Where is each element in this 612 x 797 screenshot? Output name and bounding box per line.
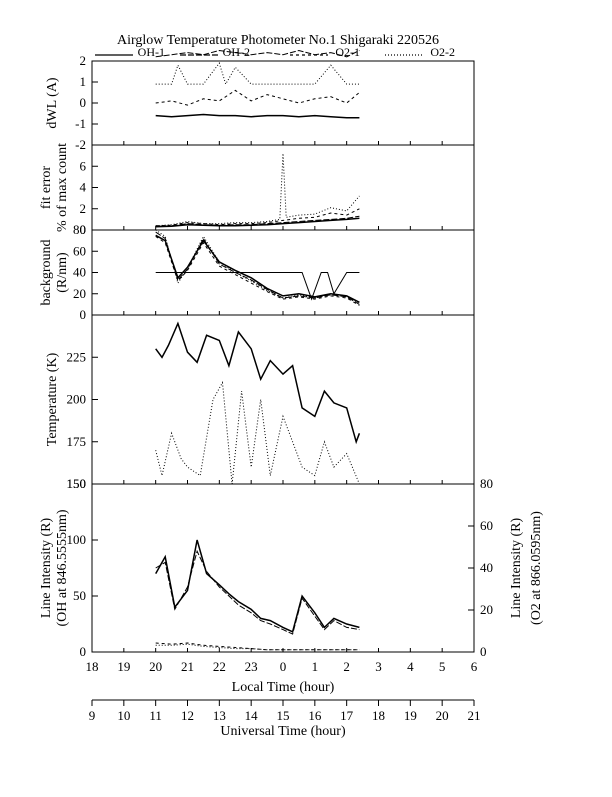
xtick-local-4: 22 bbox=[213, 659, 226, 674]
xtick-ut-8: 17 bbox=[340, 708, 354, 723]
series-temperature-o2-2 bbox=[155, 380, 360, 485]
ytick-right-4: 0 bbox=[480, 644, 487, 659]
ylabel-temperature: Temperature (K) bbox=[45, 352, 60, 446]
series-dwl-oh-2 bbox=[155, 49, 360, 58]
legend-label-oh-1: OH-1 bbox=[138, 45, 165, 59]
xtick-ut-10: 19 bbox=[404, 708, 417, 723]
series-background-oh-2 bbox=[155, 231, 360, 305]
legend-label-o2-2: O2-2 bbox=[430, 45, 455, 59]
ytick-dwl-2: 0 bbox=[80, 95, 87, 110]
series-intensity-oh-2 bbox=[155, 549, 360, 635]
ytick-fit_error-1: 4 bbox=[80, 180, 87, 195]
ytick-background-4: 0 bbox=[80, 307, 87, 322]
series-dwl-o2-1 bbox=[155, 89, 360, 106]
xlabel-ut: Universal Time (hour) bbox=[220, 724, 346, 739]
ylabel-background: background bbox=[39, 239, 54, 305]
xtick-ut-4: 13 bbox=[213, 708, 226, 723]
ytick-right-2: 40 bbox=[480, 560, 493, 575]
series-intensity-o2-2 bbox=[155, 643, 360, 651]
ylabel-dwl: dWL (A) bbox=[45, 77, 60, 129]
ytick-background-3: 20 bbox=[73, 286, 86, 301]
series-background-step bbox=[155, 272, 360, 301]
ytick-dwl-3: -1 bbox=[75, 116, 86, 131]
xtick-ut-5: 14 bbox=[245, 708, 259, 723]
ytick-dwl-0: 2 bbox=[80, 53, 87, 68]
xtick-local-5: 23 bbox=[245, 659, 258, 674]
series-dwl-oh-1 bbox=[155, 113, 360, 119]
ytick-right-0: 80 bbox=[480, 476, 493, 491]
ylabel2-background: (R/nm) bbox=[55, 252, 70, 293]
series-fit_error-o2-1 bbox=[155, 208, 360, 227]
series-fit_error-oh-1 bbox=[155, 217, 360, 228]
xtick-ut-2: 11 bbox=[149, 708, 162, 723]
panel-frame-temperature bbox=[91, 314, 475, 485]
ytick-temperature-1: 200 bbox=[67, 392, 87, 407]
xtick-local-2: 20 bbox=[149, 659, 162, 674]
ytick-fit_error-3: 0 bbox=[80, 222, 87, 237]
ylabel2-intensity: (OH at 846.5555nm) bbox=[55, 509, 70, 626]
xtick-ut-9: 18 bbox=[372, 708, 385, 723]
ylabel-right-intensity: Line Intensity (R) bbox=[509, 518, 524, 619]
ylabel2-fit_error: % of max count bbox=[55, 143, 70, 232]
xtick-ut-6: 15 bbox=[277, 708, 290, 723]
xtick-ut-1: 10 bbox=[117, 708, 130, 723]
ytick-dwl-4: -2 bbox=[75, 137, 86, 152]
series-dwl-o2-2 bbox=[155, 62, 360, 86]
xtick-ut-0: 9 bbox=[89, 708, 96, 723]
ylabel-right2-intensity: (O2 at 866.0595nm) bbox=[529, 511, 544, 625]
ytick-temperature-3: 150 bbox=[67, 476, 87, 491]
series-temperature-oh-1 bbox=[155, 321, 361, 445]
series-fit_error-o2-2 bbox=[155, 153, 360, 227]
xtick-ut-12: 21 bbox=[468, 708, 481, 723]
series-fit_error-oh-2 bbox=[155, 215, 360, 227]
series-background-oh-1 bbox=[155, 234, 360, 303]
ytick-background-1: 60 bbox=[73, 243, 86, 258]
chart-title: Airglow Temperature Photometer No.1 Shig… bbox=[117, 33, 439, 48]
xtick-local-1: 19 bbox=[117, 659, 130, 674]
xtick-local-9: 3 bbox=[375, 659, 382, 674]
ytick-background-2: 40 bbox=[73, 265, 86, 280]
xtick-local-11: 5 bbox=[439, 659, 446, 674]
legend-label-oh-2: OH-2 bbox=[223, 45, 250, 59]
xlabel-local: Local Time (hour) bbox=[232, 680, 335, 695]
series-intensity-o2-1 bbox=[155, 642, 360, 651]
ytick-fit_error-0: 6 bbox=[80, 158, 87, 173]
ytick-fit_error-2: 2 bbox=[80, 201, 87, 216]
xtick-ut-7: 16 bbox=[308, 708, 322, 723]
ytick-temperature-2: 175 bbox=[67, 434, 87, 449]
ytick-dwl-1: 1 bbox=[80, 74, 87, 89]
ytick-right-3: 20 bbox=[480, 602, 493, 617]
xtick-local-0: 18 bbox=[86, 659, 99, 674]
ytick-temperature-0: 225 bbox=[67, 349, 87, 364]
ytick-intensity-3: 0 bbox=[80, 644, 87, 659]
ylabel-intensity: Line Intensity (R) bbox=[39, 518, 54, 619]
ytick-intensity-1: 100 bbox=[67, 532, 87, 547]
panel-frame-dwl bbox=[91, 60, 475, 146]
xtick-local-7: 1 bbox=[312, 659, 319, 674]
xtick-local-12: 6 bbox=[471, 659, 478, 674]
xtick-local-8: 2 bbox=[343, 659, 350, 674]
xtick-local-3: 21 bbox=[181, 659, 194, 674]
xtick-local-6: 0 bbox=[280, 659, 287, 674]
ytick-right-1: 60 bbox=[480, 518, 493, 533]
xtick-local-10: 4 bbox=[407, 659, 414, 674]
ylabel-fit_error: fit error bbox=[39, 166, 54, 209]
ytick-intensity-0: 150 bbox=[67, 476, 87, 491]
xtick-ut-3: 12 bbox=[181, 708, 194, 723]
ytick-intensity-2: 50 bbox=[73, 588, 86, 603]
series-background-o2-2 bbox=[155, 229, 360, 304]
ytick-background-0: 80 bbox=[73, 222, 86, 237]
xtick-ut-11: 20 bbox=[436, 708, 449, 723]
